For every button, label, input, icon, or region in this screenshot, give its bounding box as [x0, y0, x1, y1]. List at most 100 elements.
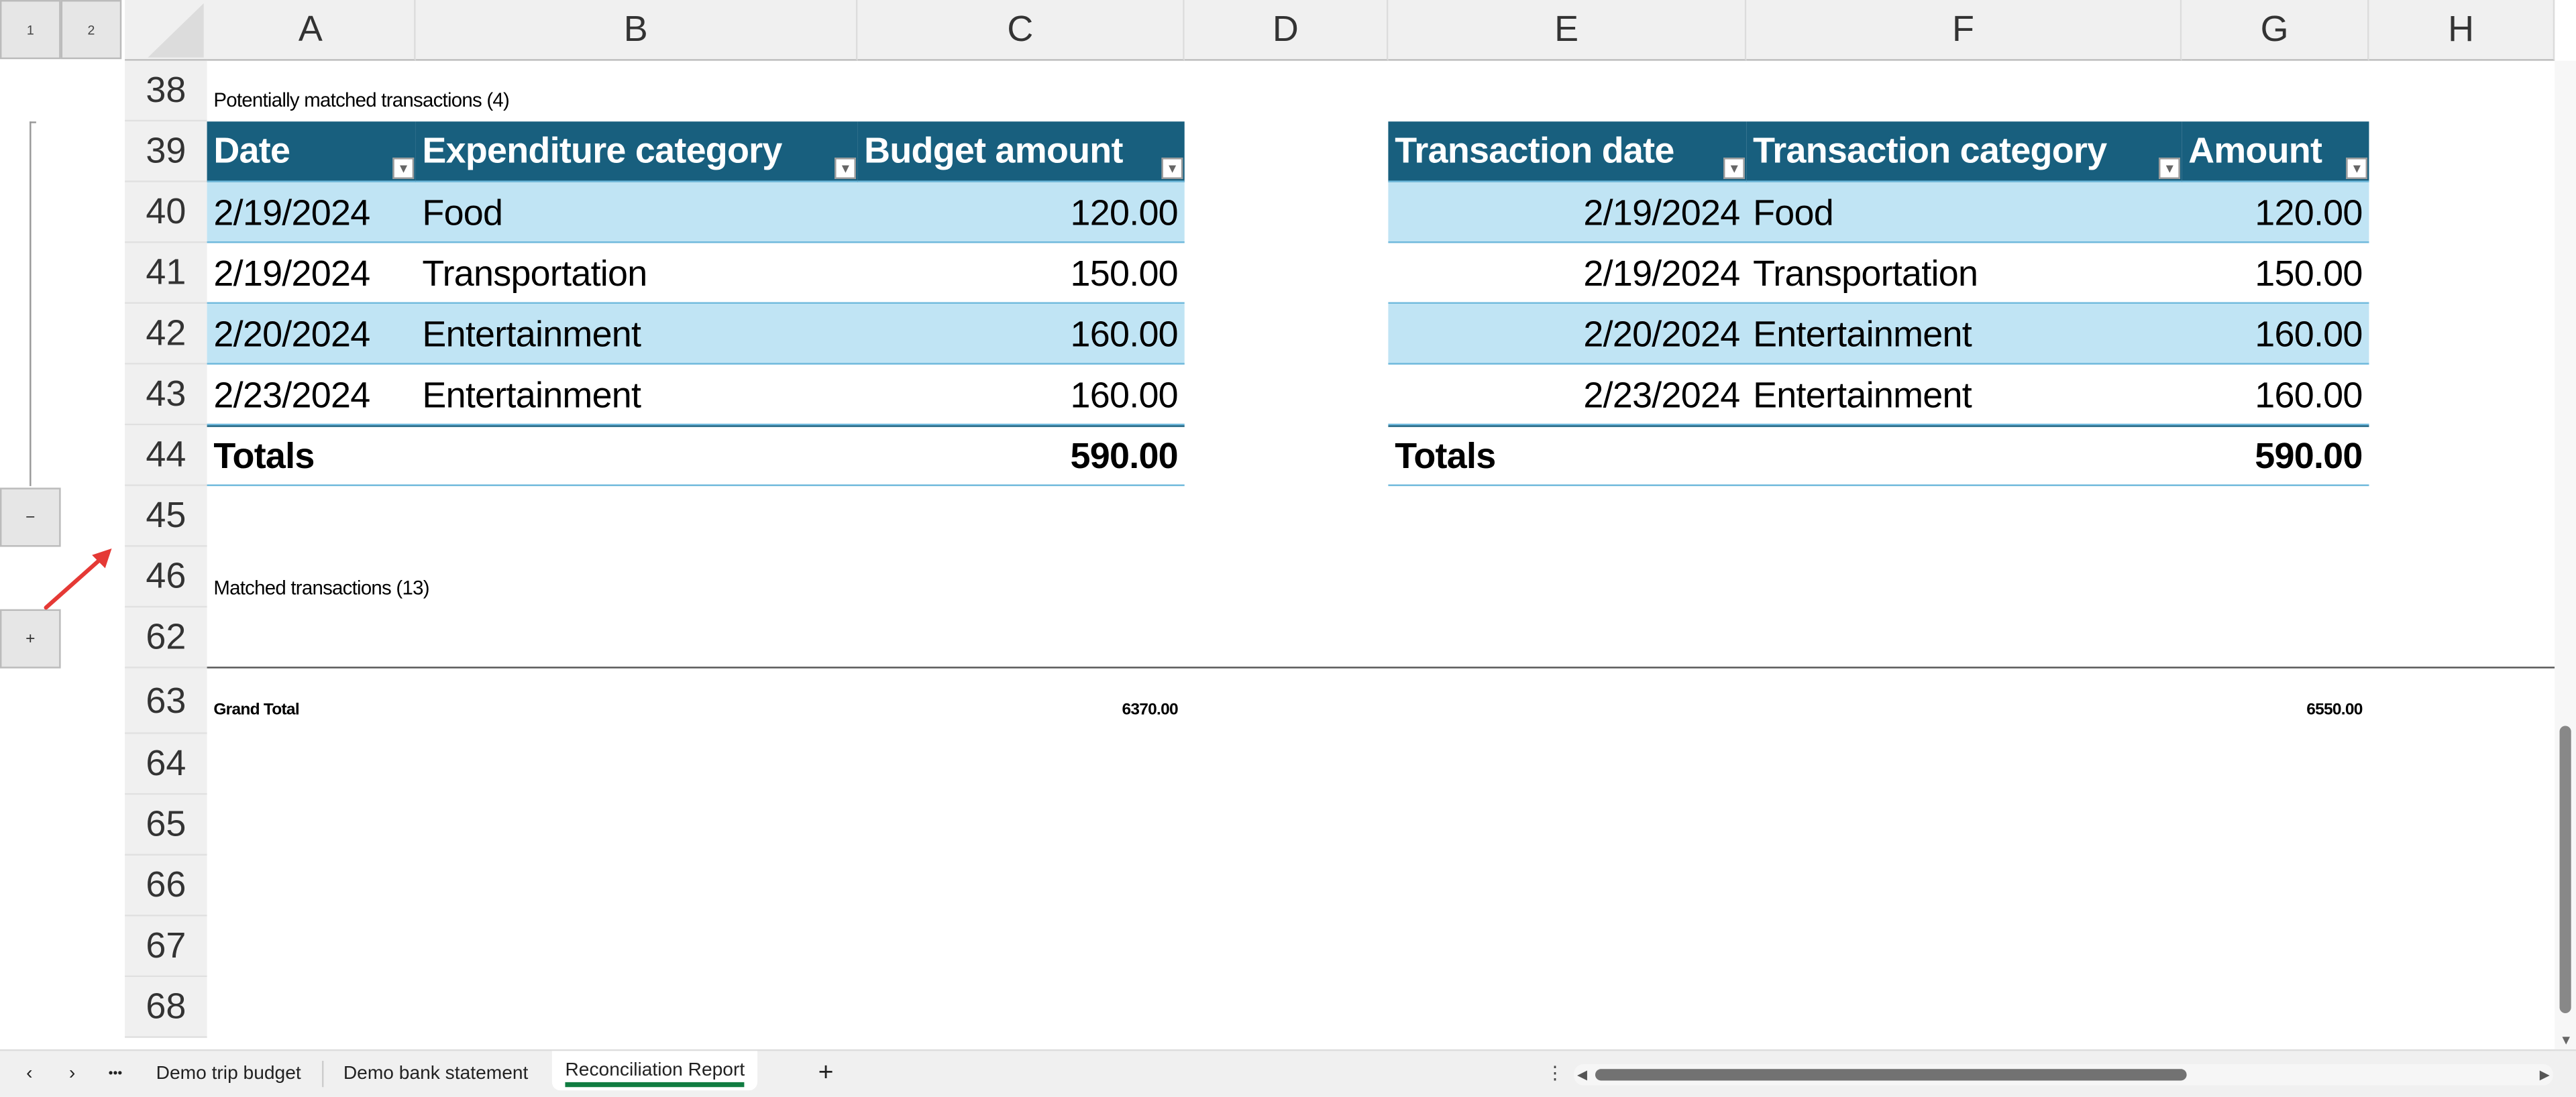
filter-dropdown-icon[interactable]: ▾ [392, 158, 415, 179]
amount-cell[interactable]: 160.00 [2255, 373, 2363, 415]
column-header-c[interactable]: C [857, 0, 1185, 61]
row-header-44[interactable]: 44 [125, 425, 207, 486]
filter-dropdown-icon[interactable]: ▾ [835, 158, 856, 179]
more-sheets-button[interactable]: ••• [108, 1065, 123, 1081]
column-header-h[interactable]: H [2369, 0, 2555, 61]
table-header-cell: Expenditure category ▾ [415, 121, 858, 182]
row-header-39[interactable]: 39 [125, 121, 207, 182]
column-header-g[interactable]: G [2182, 0, 2369, 61]
date-cell[interactable]: 2/23/2024 [213, 373, 370, 415]
date-cell[interactable]: 2/19/2024 [213, 191, 370, 233]
amount-cell[interactable]: 120.00 [2255, 191, 2363, 233]
vertical-scroll-thumb[interactable] [2559, 726, 2571, 1014]
next-sheet-button[interactable]: › [68, 1063, 76, 1084]
row-header-67[interactable]: 67 [125, 916, 207, 978]
outline-level-2-button[interactable]: 2 [60, 0, 122, 60]
outline-bracket-tick [30, 121, 36, 123]
prev-sheet-button[interactable]: ‹ [26, 1063, 33, 1084]
amount-cell[interactable]: 150.00 [2255, 251, 2363, 294]
active-tab-label: Reconciliation Report [565, 1061, 745, 1081]
table-row [1388, 182, 2369, 243]
tab-reconciliation-report[interactable]: Reconciliation Report [551, 1051, 758, 1091]
category-cell[interactable]: Entertainment [1753, 373, 1972, 415]
category-cell[interactable]: Entertainment [422, 373, 641, 415]
table-row [207, 365, 1185, 426]
category-cell[interactable]: Entertainment [422, 312, 641, 354]
header-label: Date [213, 129, 290, 171]
tab-separator [322, 1061, 324, 1088]
column-header-b[interactable]: B [415, 0, 858, 61]
section-label-matched: Matched transactions (13) [213, 575, 429, 599]
table-header-cell: Budget amount ▾ [857, 121, 1185, 182]
sheet-tab-bar: ‹ › ••• Demo trip budget Demo bank state… [0, 1049, 2576, 1097]
category-cell[interactable]: Transportation [422, 251, 647, 294]
table-row [207, 182, 1185, 243]
row-header-38[interactable]: 38 [125, 60, 207, 122]
grand-total-budget: 6370.00 [1122, 701, 1179, 719]
totals-label: Totals [1395, 434, 1496, 475]
totals-value[interactable]: 590.00 [1070, 434, 1179, 475]
section-label-potential: Potentially matched transactions (4) [213, 88, 510, 111]
table-row [1388, 365, 2369, 426]
totals-value[interactable]: 590.00 [2255, 434, 2363, 475]
column-header-f[interactable]: F [1746, 0, 2182, 61]
outline-level-1-button[interactable]: 1 [0, 0, 61, 60]
filter-dropdown-icon[interactable]: ▾ [2158, 158, 2180, 179]
horizontal-scroll-thumb[interactable] [1595, 1069, 2187, 1081]
date-cell[interactable]: 2/20/2024 [1583, 312, 1740, 354]
amount-cell[interactable]: 160.00 [1070, 373, 1179, 415]
row-header-65[interactable]: 65 [125, 795, 207, 856]
vertical-scrollbar[interactable]: ▼ [2555, 60, 2576, 1049]
filter-dropdown-icon[interactable]: ▾ [2346, 158, 2368, 179]
row-header-40[interactable]: 40 [125, 182, 207, 243]
table-row [207, 243, 1185, 304]
row-header-68[interactable]: 68 [125, 977, 207, 1038]
category-cell[interactable]: Food [422, 191, 503, 233]
filter-dropdown-icon[interactable]: ▾ [1723, 158, 1745, 179]
category-cell[interactable]: Entertainment [1753, 312, 1972, 354]
amount-cell[interactable]: 150.00 [1070, 251, 1179, 294]
horizontal-scrollbar[interactable]: ◀ ▶ [1574, 1063, 2553, 1086]
header-label: Transaction date [1395, 129, 1674, 171]
scroll-down-icon[interactable]: ▼ [2559, 1033, 2573, 1048]
table-row [207, 304, 1185, 365]
row-header-45[interactable]: 45 [125, 485, 207, 547]
row-header-46[interactable]: 46 [125, 546, 207, 608]
header-label: Amount [2188, 129, 2322, 171]
grand-total-bank: 6550.00 [2306, 701, 2363, 719]
annotation-arrow-icon [44, 548, 112, 610]
add-sheet-button[interactable]: + [818, 1058, 834, 1087]
date-cell[interactable]: 2/20/2024 [213, 312, 370, 354]
row-header-62[interactable]: 62 [125, 608, 207, 669]
select-all-corner[interactable] [125, 0, 207, 61]
column-header-a[interactable]: A [207, 0, 416, 61]
collapse-group-button[interactable]: − [0, 487, 61, 547]
tab-splitter-handle[interactable]: ⋮ [1546, 1063, 1564, 1084]
category-cell[interactable]: Food [1753, 191, 1834, 233]
date-cell[interactable]: 2/23/2024 [1583, 373, 1740, 415]
scroll-left-icon[interactable]: ◀ [1577, 1067, 1588, 1082]
row-header-63[interactable]: 63 [125, 668, 207, 734]
row-header-43[interactable]: 43 [125, 364, 207, 426]
expand-group-button[interactable]: + [0, 609, 61, 669]
tab-demo-trip-budget[interactable]: Demo trip budget [156, 1063, 301, 1084]
header-label: Budget amount [864, 129, 1123, 171]
row-header-66[interactable]: 66 [125, 855, 207, 917]
date-cell[interactable]: 2/19/2024 [213, 251, 370, 294]
date-cell[interactable]: 2/19/2024 [1583, 251, 1740, 294]
row-header-64[interactable]: 64 [125, 734, 207, 795]
header-label: Transaction category [1753, 129, 2107, 171]
column-header-e[interactable]: E [1388, 0, 1747, 61]
tab-demo-bank-statement[interactable]: Demo bank statement [343, 1063, 529, 1084]
row-header-41[interactable]: 41 [125, 243, 207, 304]
table-header-cell: Amount ▾ [2182, 121, 2369, 182]
amount-cell[interactable]: 120.00 [1070, 191, 1179, 233]
category-cell[interactable]: Transportation [1753, 251, 1978, 294]
scroll-right-icon[interactable]: ▶ [2539, 1067, 2550, 1082]
filter-dropdown-icon[interactable]: ▾ [1161, 158, 1183, 179]
date-cell[interactable]: 2/19/2024 [1583, 191, 1740, 233]
column-header-d[interactable]: D [1184, 0, 1389, 61]
amount-cell[interactable]: 160.00 [2255, 312, 2363, 354]
amount-cell[interactable]: 160.00 [1070, 312, 1179, 354]
row-header-42[interactable]: 42 [125, 304, 207, 365]
